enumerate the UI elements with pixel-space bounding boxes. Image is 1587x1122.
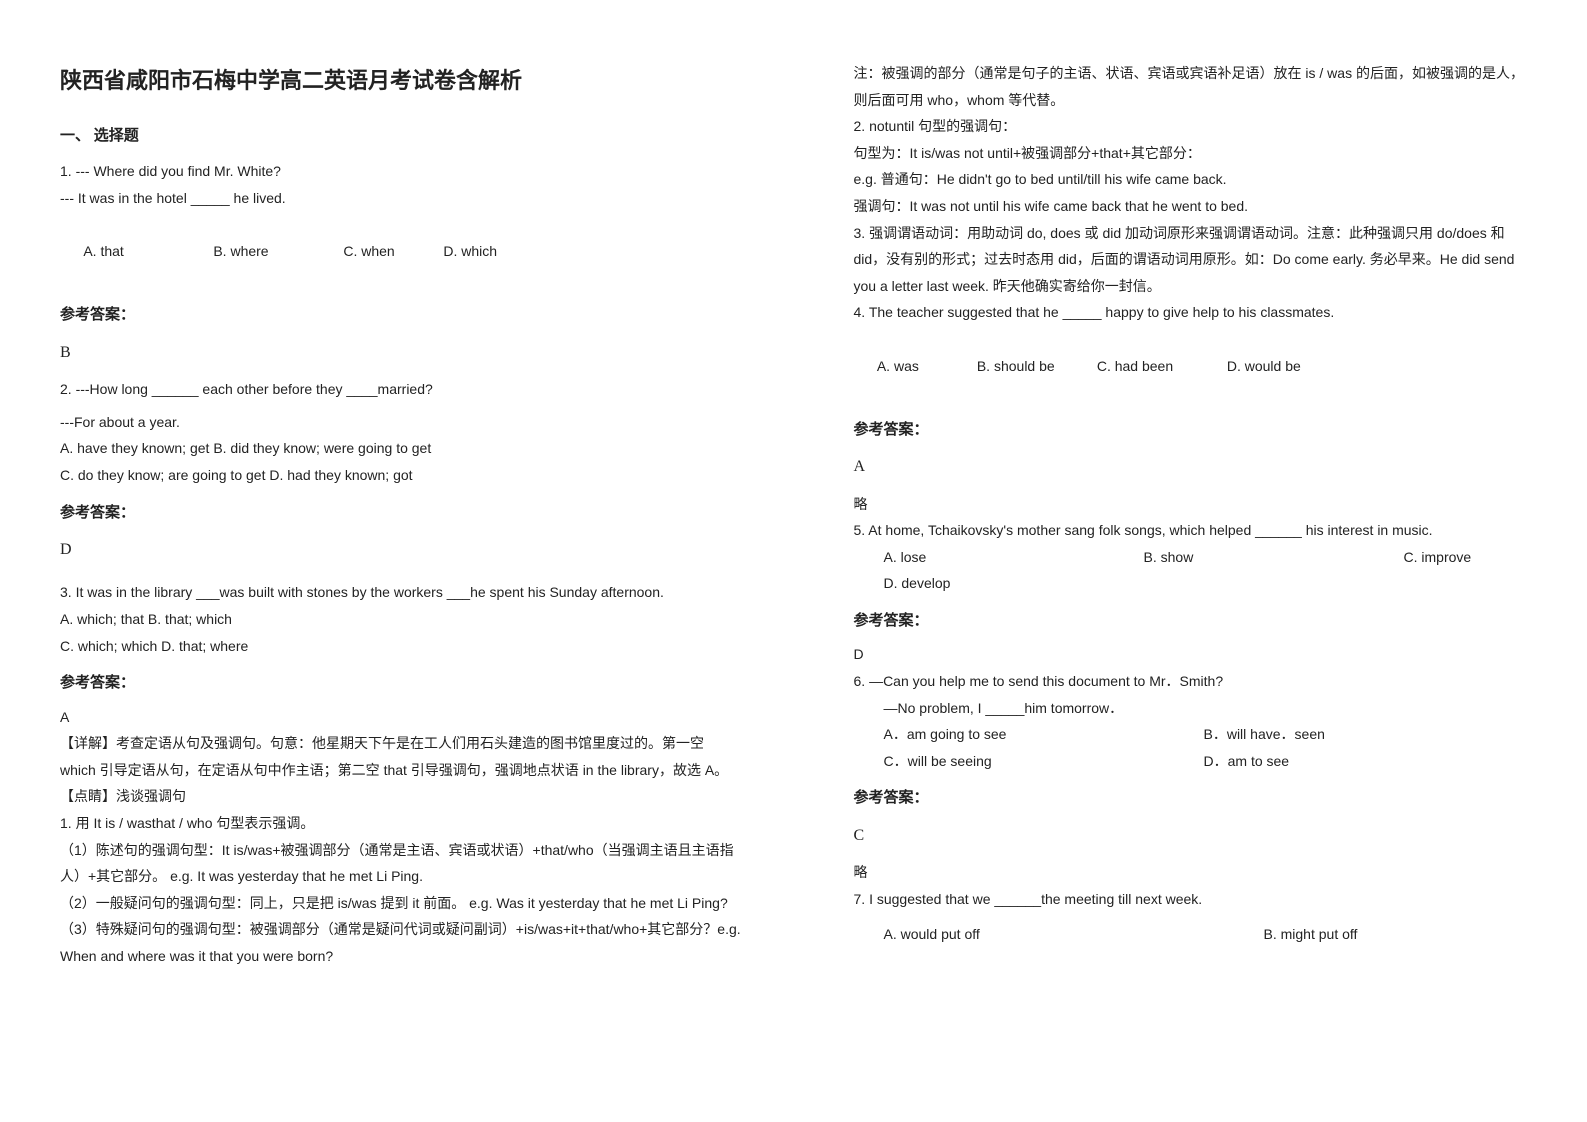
q2-ref-label: 参考答案： (60, 499, 744, 528)
q6-opt-d: D．am to see (1204, 748, 1290, 775)
note-p1: 注：被强调的部分（通常是句子的主语、状语、宾语或宾语补足语）放在 is / wa… (854, 60, 1538, 113)
note-p2: 2. notuntil 句型的强调句： (854, 113, 1538, 140)
q6: 6. —Can you help me to send this documen… (854, 668, 1538, 886)
q3-exp2: 【点睛】浅谈强调句 (60, 783, 744, 810)
q2-answer: D (60, 535, 744, 565)
q5-opt-b: B. show (1144, 544, 1404, 571)
q2-opts-a: A. have they known; get B. did they know… (60, 435, 744, 462)
q3-exp1: 【详解】考查定语从句及强调句。句意：他星期天下午是在工人们用石头建造的图书馆里度… (60, 730, 744, 783)
q2-line2: ---For about a year. (60, 409, 744, 436)
q4-line1: 4. The teacher suggested that he _____ h… (854, 299, 1538, 326)
q4-answer: A (854, 452, 1538, 482)
q5: 5. At home, Tchaikovsky's mother sang fo… (854, 517, 1538, 668)
q3-answer: A (60, 704, 744, 731)
q5-opt-d: D. develop (884, 570, 951, 597)
q3-line2: A. which; that B. that; which (60, 606, 744, 633)
q1-answer: B (60, 338, 744, 368)
q1-ref-label: 参考答案： (60, 301, 744, 330)
q4-opt-a: A. was (877, 353, 977, 380)
left-page: 陕西省咸阳市石梅中学高二英语月考试卷含解析 一、 选择题 1. --- Wher… (0, 0, 794, 1122)
q5-line1: 5. At home, Tchaikovsky's mother sang fo… (854, 517, 1538, 544)
q7: 7. I suggested that we ______the meeting… (854, 886, 1538, 947)
q3-line3: C. which; which D. that; where (60, 633, 744, 660)
q2-opts-b: C. do they know; are going to get D. had… (60, 462, 744, 489)
q4-opt-b: B. should be (977, 353, 1097, 380)
q6-opt-b: B．will have．seen (1204, 721, 1325, 748)
q7-opt-b: B. might put off (1264, 921, 1358, 948)
q5-answer: D (854, 641, 1538, 668)
q1-opt-b: B. where (213, 238, 343, 265)
q6-options: A．am going to see B．will have．seen C．wil… (854, 721, 1538, 774)
q6-line2: —No problem, I _____him tomorrow． (854, 695, 1538, 722)
q1-line1: 1. --- Where did you find Mr. White? (60, 158, 744, 185)
q5-options: A. lose B. show C. improve D. develop (854, 544, 1538, 597)
right-page: 注：被强调的部分（通常是句子的主语、状语、宾语或宾语补足语）放在 is / wa… (794, 0, 1587, 1122)
q3: 3. It was in the library ___was built wi… (60, 579, 744, 969)
q6-note: 略 (854, 859, 1538, 886)
q7-line1: 7. I suggested that we ______the meeting… (854, 886, 1538, 913)
q6-opt-c: C．will be seeing (884, 748, 1204, 775)
q6-opt-a: A．am going to see (884, 721, 1204, 748)
q1-options: A. thatB. whereC. whenD. which (60, 211, 744, 291)
q3-ref-label: 参考答案： (60, 669, 744, 698)
q1-opt-d: D. which (443, 238, 497, 265)
q1-opt-c: C. when (343, 238, 443, 265)
q3-exp5: （2）一般疑问句的强调句型：同上，只是把 is/was 提到 it 前面。 e.… (60, 890, 744, 917)
q3-exp6: （3）特殊疑问句的强调句型：被强调部分（通常是疑问代词或疑问副词）+is/was… (60, 916, 744, 969)
q4-note: 略 (854, 491, 1538, 518)
q4-opt-d: D. would be (1227, 353, 1301, 380)
q6-line1: 6. —Can you help me to send this documen… (854, 668, 1538, 695)
q4-options: A. wasB. should beC. had beenD. would be (854, 326, 1538, 406)
q1-line2: --- It was in the hotel _____ he lived. (60, 185, 744, 212)
note-p4: e.g. 普通句：He didn't go to bed until/till … (854, 166, 1538, 193)
q6-answer: C (854, 821, 1538, 851)
q2-line1: 2. ---How long ______ each other before … (60, 376, 744, 403)
q2: 2. ---How long ______ each other before … (60, 376, 744, 565)
q5-opt-a: A. lose (884, 544, 1144, 571)
doc-title: 陕西省咸阳市石梅中学高二英语月考试卷含解析 (60, 60, 744, 102)
q1: 1. --- Where did you find Mr. White? ---… (60, 158, 744, 368)
q7-opt-a: A. would put off (884, 921, 1264, 948)
q3-exp4: （1）陈述句的强调句型：It is/was+被强调部分（通常是主语、宾语或状语）… (60, 837, 744, 890)
q4-opt-c: C. had been (1097, 353, 1227, 380)
note-p6: 3. 强调谓语动词：用助动词 do, does 或 did 加动词原形来强调谓语… (854, 220, 1538, 300)
q3-line1: 3. It was in the library ___was built wi… (60, 579, 744, 606)
q4: 4. The teacher suggested that he _____ h… (854, 299, 1538, 517)
q5-ref-label: 参考答案： (854, 607, 1538, 636)
q6-ref-label: 参考答案： (854, 784, 1538, 813)
q5-opt-c: C. improve (1404, 544, 1472, 571)
section-header: 一、 选择题 (60, 122, 744, 151)
note-p3: 句型为：It is/was not until+被强调部分+that+其它部分： (854, 140, 1538, 167)
q1-opt-a: A. that (83, 238, 213, 265)
q4-ref-label: 参考答案： (854, 416, 1538, 445)
q7-options: A. would put off B. might put off (854, 921, 1538, 948)
q3-exp3: 1. 用 It is / wasthat / who 句型表示强调。 (60, 810, 744, 837)
note-p5: 强调句：It was not until his wife came back … (854, 193, 1538, 220)
